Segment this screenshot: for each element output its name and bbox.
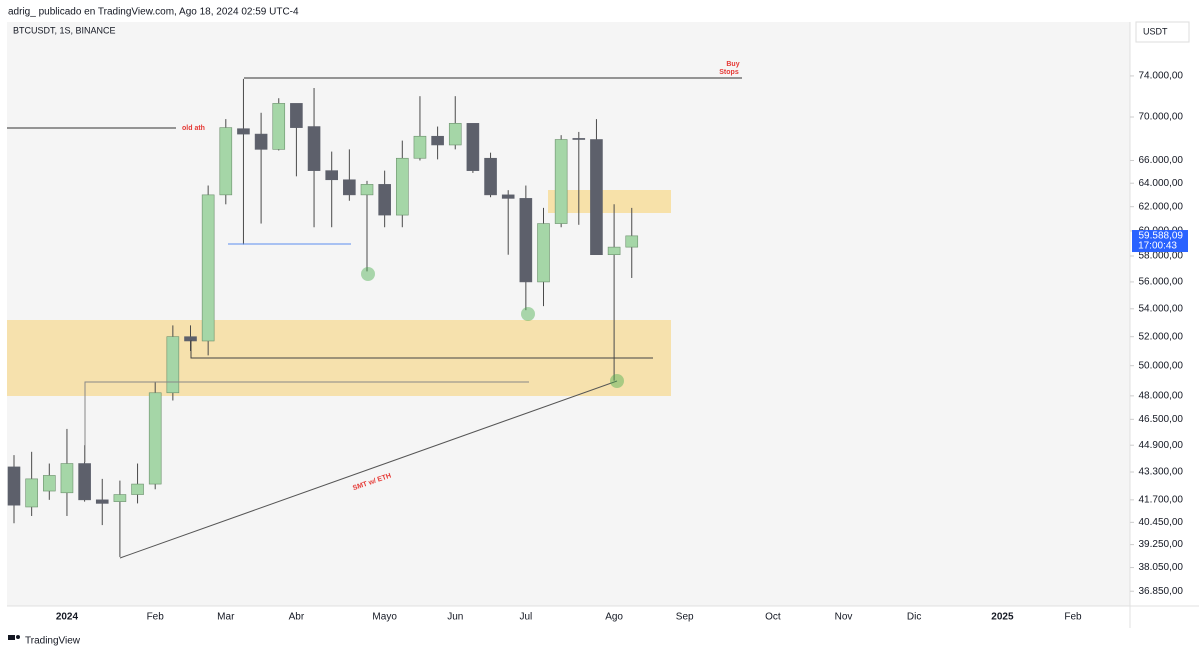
last-price: 59.588,09	[1139, 231, 1184, 242]
annotation: Buy	[726, 61, 739, 68]
annotation: Stops	[719, 69, 739, 76]
candle-body	[290, 103, 303, 128]
y-tick-label: 52.000,00	[1139, 331, 1184, 342]
candle-body	[307, 126, 321, 171]
candle-body	[7, 466, 21, 506]
plot-background	[7, 22, 1130, 606]
y-tick-label: 46.500,00	[1139, 414, 1184, 425]
candle-body	[201, 194, 215, 342]
x-tick-label: Feb	[147, 612, 165, 623]
candle-body	[537, 223, 550, 283]
symbol: BTCUSDT, 1S, BINANCE	[13, 25, 116, 35]
candle-body	[378, 184, 391, 216]
marker	[361, 267, 375, 281]
y-tick-label: 38.050,00	[1139, 562, 1184, 573]
candle-body	[625, 235, 639, 248]
marker	[610, 374, 624, 388]
logo	[8, 635, 20, 640]
candle-body	[343, 179, 356, 196]
candle-body	[484, 157, 497, 196]
candle-body	[572, 138, 586, 140]
marker	[521, 307, 535, 321]
annotation: old ath	[182, 125, 205, 132]
candle-body	[554, 139, 568, 224]
y-tick-label: 58.000,00	[1139, 251, 1184, 262]
x-tick-label: 2024	[56, 612, 79, 623]
y-tick-label: 48.000,00	[1139, 390, 1184, 401]
x-tick-label: Jun	[447, 612, 463, 623]
candle-body	[590, 139, 603, 256]
candle-body	[431, 135, 444, 146]
y-tick-label: 43.300,00	[1139, 467, 1184, 478]
candle-body	[42, 475, 56, 492]
y-tick-label: 64.000,00	[1139, 178, 1184, 189]
candle-body	[95, 499, 109, 504]
x-tick-label: Mar	[217, 612, 235, 623]
candle-body	[413, 135, 427, 159]
x-tick-label: Nov	[835, 612, 853, 623]
y-tick-label: 66.000,00	[1139, 155, 1184, 166]
y-tick-label: 56.000,00	[1139, 277, 1184, 288]
candle-body	[166, 336, 180, 394]
y-tick-label: 62.000,00	[1139, 201, 1184, 212]
x-tick-label: Dic	[907, 612, 921, 623]
last-price-box	[1132, 230, 1188, 253]
candle-body	[607, 246, 621, 256]
candle-body	[466, 123, 480, 171]
candle-body	[113, 494, 127, 502]
level-line	[84, 381, 529, 462]
y-tick-label: 36.850,00	[1139, 586, 1184, 597]
y-tick-label: 39.250,00	[1139, 539, 1184, 550]
y-tick-label: 41.700,00	[1139, 494, 1184, 505]
candle-body	[272, 103, 286, 150]
candle-body	[501, 194, 515, 199]
x-tick-label: 2025	[991, 612, 1014, 623]
x-tick-label: Jul	[519, 612, 532, 623]
y-tick-label: 54.000,00	[1139, 303, 1184, 314]
candle-body	[219, 127, 233, 196]
y-tick-label: 70.000,00	[1139, 112, 1184, 123]
x-tick-label: Oct	[765, 612, 781, 623]
smt-line	[119, 380, 618, 559]
x-tick-label: Mayo	[372, 612, 397, 623]
candle-body	[78, 463, 91, 501]
candle-body	[60, 463, 74, 494]
y-tick-label: 50.000,00	[1139, 360, 1184, 371]
currency: USDT	[1143, 26, 1168, 36]
x-tick-label: Abr	[289, 612, 305, 623]
candle-body	[395, 157, 409, 216]
candle-body	[325, 170, 339, 181]
candle-body	[237, 128, 250, 135]
candle-body	[148, 392, 162, 485]
brand: TradingView	[25, 636, 81, 647]
candle-body	[360, 184, 374, 196]
x-tick-label: Feb	[1064, 612, 1082, 623]
publisher: adrig_ publicado en TradingView.com, Ago…	[8, 7, 299, 18]
candle-body	[254, 133, 268, 150]
candle-body	[131, 483, 144, 495]
candle-body	[448, 123, 462, 146]
currency-box[interactable]	[1135, 21, 1190, 43]
x-tick-label: Sep	[676, 612, 694, 623]
y-tick-label: 44.900,00	[1139, 440, 1184, 451]
candle-body	[519, 198, 533, 283]
y-tick-label: 40.450,00	[1139, 517, 1184, 528]
candle-body	[25, 478, 38, 508]
countdown: 17:00:43	[1138, 241, 1177, 252]
level-line	[190, 340, 653, 359]
y-tick-label: 74.000,00	[1139, 71, 1184, 82]
x-tick-label: Ago	[605, 612, 623, 623]
